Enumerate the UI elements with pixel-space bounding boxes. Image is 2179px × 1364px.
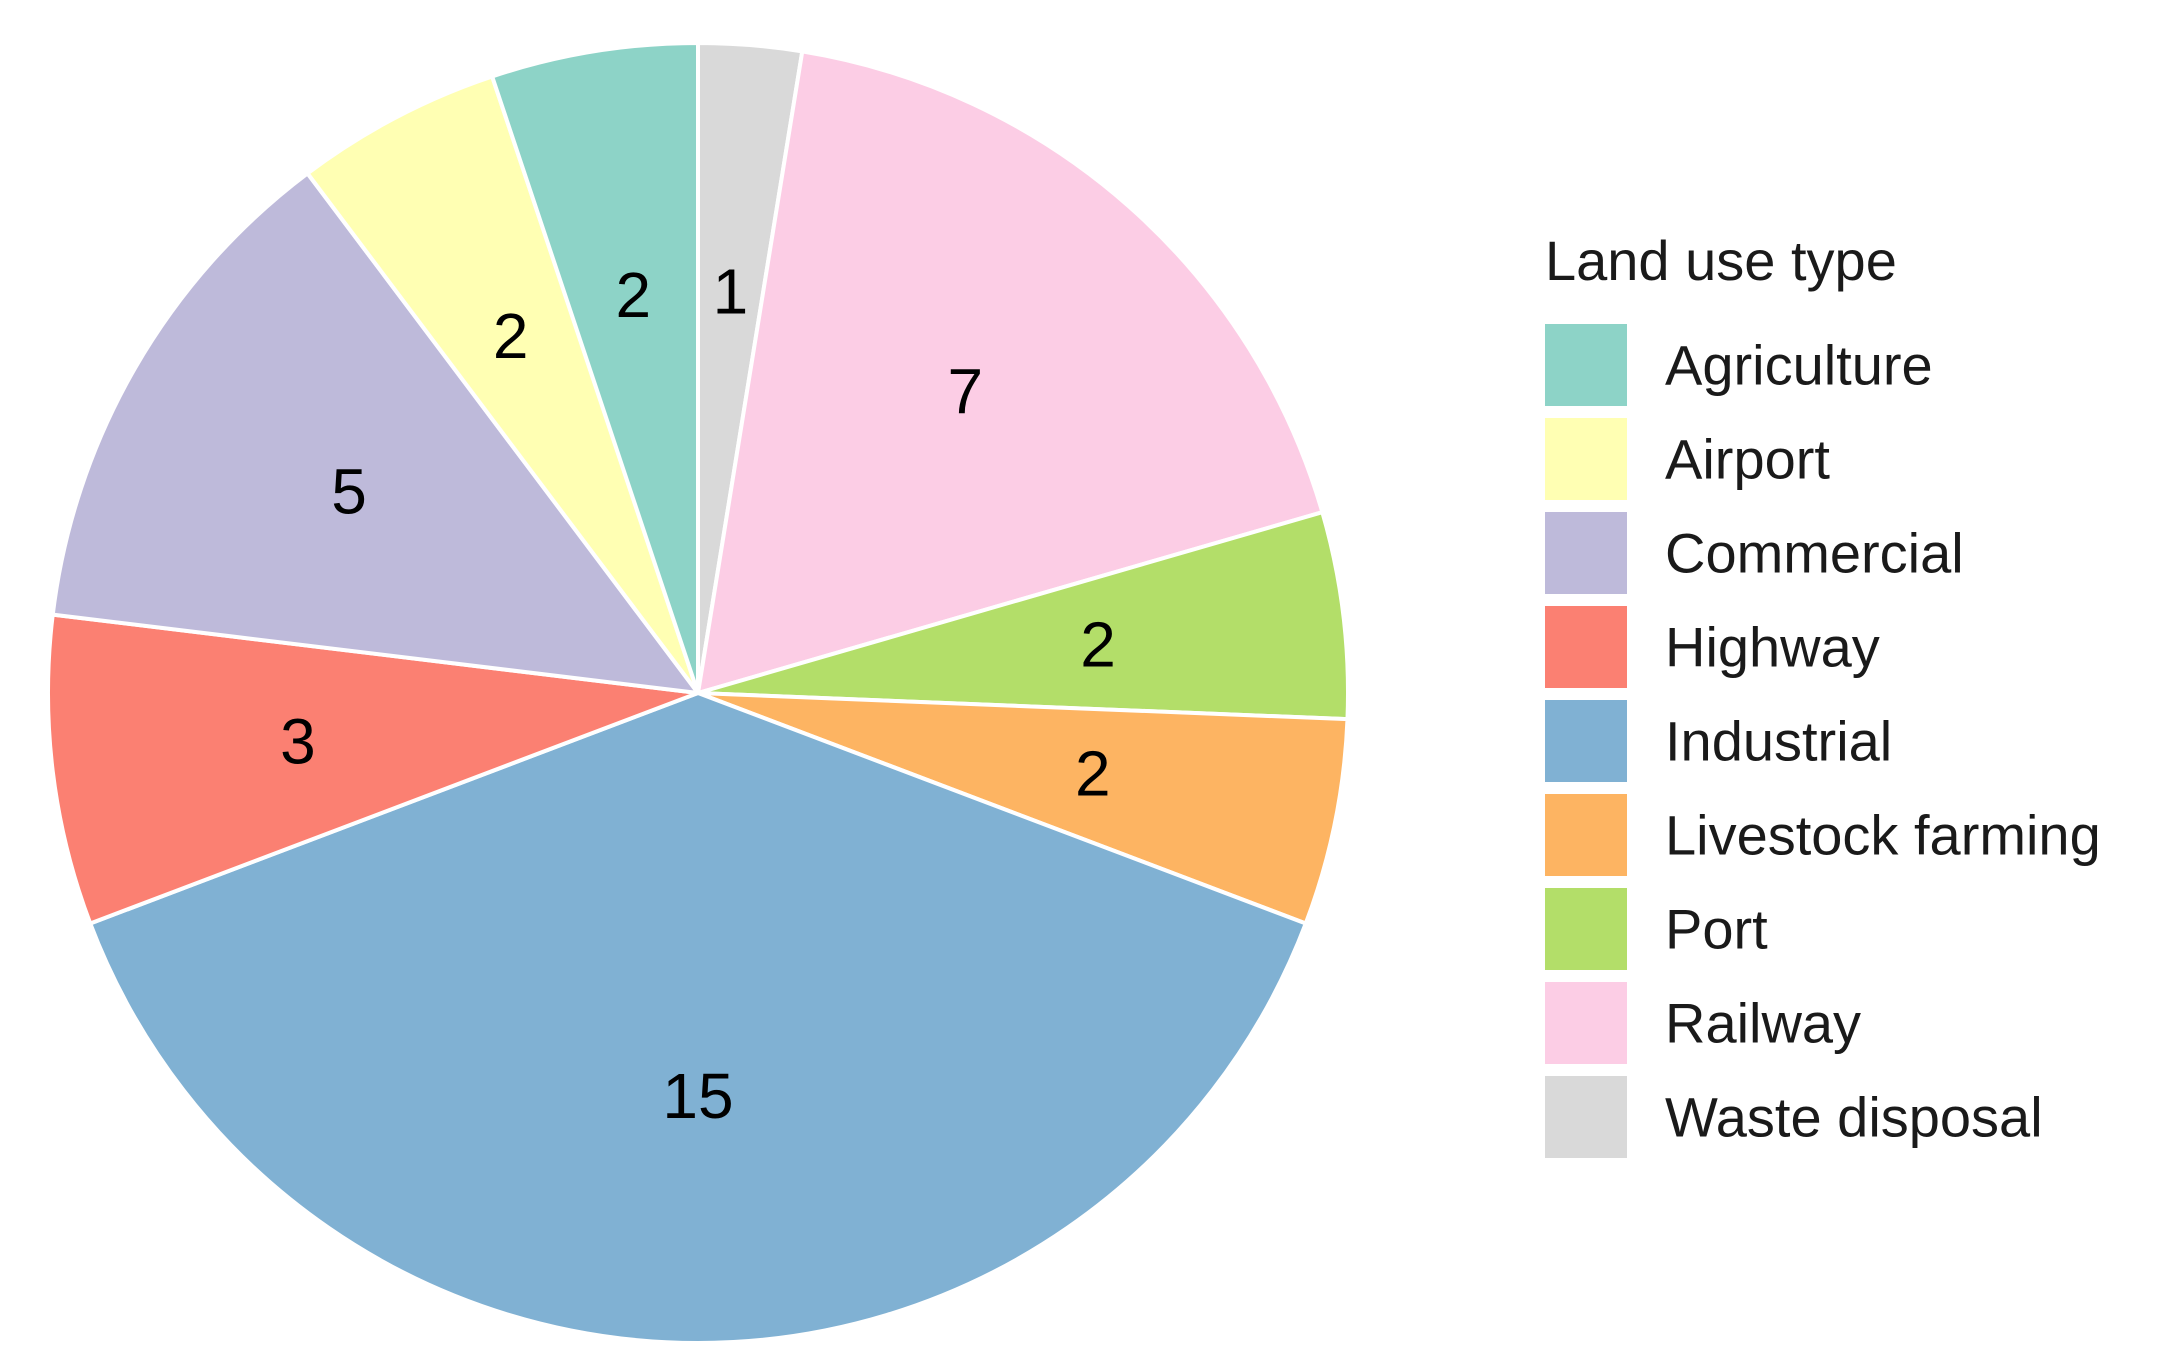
legend-swatch-railway (1545, 982, 1627, 1064)
slice-value-label-airport: 2 (493, 300, 529, 372)
legend-swatch-agriculture (1545, 324, 1627, 406)
pie-slice-agriculture (490, 41, 700, 695)
legend-label-industrial: Industrial (1665, 710, 1892, 773)
pie-slice-port (696, 510, 1350, 722)
slice-value-label-commercial: 5 (331, 456, 367, 528)
slice-value-label-livestock-farming: 2 (1075, 738, 1111, 810)
pie-slice-commercial (50, 171, 700, 695)
legend-title: Land use type (1545, 229, 1897, 292)
legend-swatch-port (1545, 888, 1627, 970)
pie-slice-industrial (88, 691, 1308, 1345)
legend-label-airport: Airport (1665, 428, 1830, 491)
pie-slice-airport (305, 74, 700, 695)
legend-label-livestock-farming: Livestock farming (1665, 804, 2101, 867)
legend: Land use type Agriculture Airport Commerci… (1545, 229, 2101, 1158)
legend-label-railway: Railway (1665, 992, 1861, 1055)
legend-label-highway: Highway (1665, 616, 1880, 679)
pie-slice-livestock-farming (696, 691, 1350, 926)
pie-slice-railway (696, 49, 1325, 695)
slice-value-label-industrial: 15 (662, 1060, 733, 1132)
slice-value-label-waste-disposal: 1 (713, 255, 749, 327)
legend-swatch-airport (1545, 418, 1627, 500)
legend-label-commercial: Commercial (1665, 522, 1964, 585)
legend-label-port: Port (1665, 898, 1768, 961)
legend-label-waste-disposal: Waste disposal (1665, 1086, 2043, 1149)
slice-value-label-agriculture: 2 (616, 259, 652, 331)
slice-value-label-highway: 3 (280, 706, 316, 778)
slice-value-label-railway: 7 (947, 355, 983, 427)
slice-value-label-port: 2 (1080, 608, 1116, 680)
legend-swatch-industrial (1545, 700, 1627, 782)
pie-slices (46, 41, 1350, 1345)
legend-label-agriculture: Agriculture (1665, 334, 1933, 397)
legend-swatch-waste-disposal (1545, 1076, 1627, 1158)
pie-value-labels: 1 7 2 2 15 3 5 2 2 (280, 255, 1116, 1132)
legend-items: Agriculture Airport Commercial Highway Indus… (1545, 324, 2101, 1158)
legend-swatch-livestock-farming (1545, 794, 1627, 876)
legend-swatch-commercial (1545, 512, 1627, 594)
legend-swatch-highway (1545, 606, 1627, 688)
pie-slice-highway (46, 612, 700, 926)
